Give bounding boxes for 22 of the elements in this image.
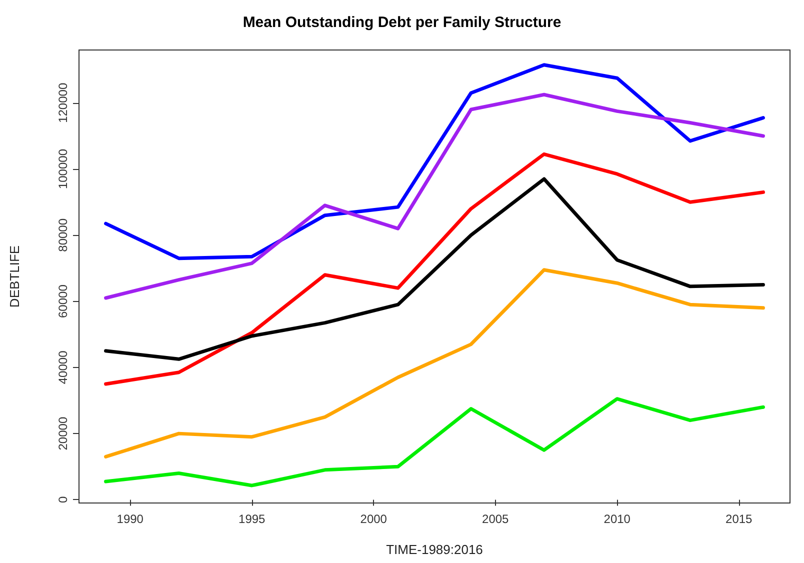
y-tick-label: 20000: [56, 416, 70, 450]
y-axis-title: DEBTLIFE: [7, 245, 22, 308]
line-series: [104, 152, 765, 386]
line-series: [104, 268, 765, 458]
line-series: [104, 397, 765, 488]
x-axis-title: TIME-1989:2016: [386, 542, 483, 557]
y-tick-label: 80000: [56, 218, 70, 252]
x-tick-label: 2010: [604, 512, 631, 526]
y-tick-label: 120000: [56, 82, 70, 123]
y-tick-label: 60000: [56, 284, 70, 318]
line-series: [104, 177, 765, 361]
x-tick-label: 2000: [360, 512, 388, 526]
line-series: [104, 92, 765, 300]
y-tick-label: 0: [56, 496, 70, 504]
chart-title: Mean Outstanding Debt per Family Structure: [242, 14, 562, 31]
y-tick-label: 40000: [56, 350, 70, 384]
x-tick-label: 2005: [482, 512, 510, 526]
x-tick-label: 1990: [116, 512, 144, 526]
y-tick-label: 100000: [56, 148, 70, 190]
line-series: [104, 63, 765, 260]
x-tick-label: 2015: [726, 512, 753, 526]
x-tick-label: 1995: [238, 512, 266, 526]
